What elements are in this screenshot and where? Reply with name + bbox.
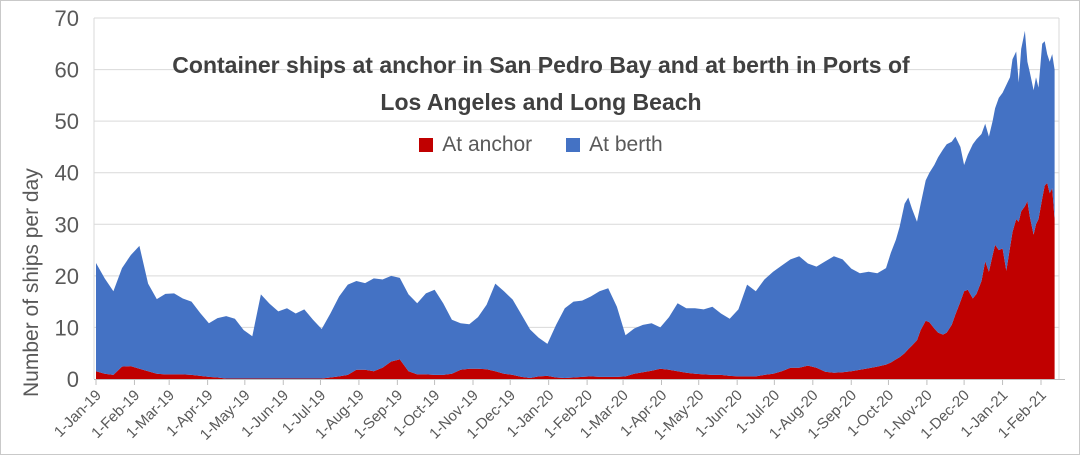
y-tick-label: 40 xyxy=(55,161,79,186)
legend-item-at-berth: At berth xyxy=(566,133,663,157)
y-tick-label: 50 xyxy=(55,109,79,134)
chart-title-line-2: Los Angeles and Long Beach xyxy=(380,89,702,115)
y-axis: 0 10 20 30 40 50 60 70 xyxy=(55,6,79,392)
y-axis-title: Number of ships per day xyxy=(20,168,43,397)
legend-label-at-anchor: At anchor xyxy=(442,133,533,156)
x-axis: 1-Jan-191-Feb-191-Mar-191-Apr-191-May-19… xyxy=(51,379,1065,444)
chart-title-line-1: Container ships at anchor in San Pedro B… xyxy=(172,52,910,78)
legend: At anchor At berth xyxy=(1,133,1079,157)
legend-label-at-berth: At berth xyxy=(589,133,663,156)
gridlines xyxy=(94,17,1059,328)
y-tick-label: 0 xyxy=(67,367,79,392)
plot-areas xyxy=(96,30,1055,379)
chart-title: Container ships at anchor in San Pedro B… xyxy=(91,47,991,121)
at-anchor-swatch-icon xyxy=(419,138,434,152)
at-berth-swatch-icon xyxy=(566,138,581,152)
y-tick-label: 10 xyxy=(55,315,79,340)
area-at-anchor xyxy=(96,183,1055,379)
legend-item-at-anchor: At anchor xyxy=(419,133,532,157)
y-tick-label: 60 xyxy=(55,58,79,83)
area-at-berth xyxy=(96,30,1055,379)
plot-borders xyxy=(93,18,1060,379)
y-tick-label: 20 xyxy=(55,264,79,289)
y-tick-label: 70 xyxy=(55,6,79,31)
y-tick-label: 30 xyxy=(55,212,79,237)
